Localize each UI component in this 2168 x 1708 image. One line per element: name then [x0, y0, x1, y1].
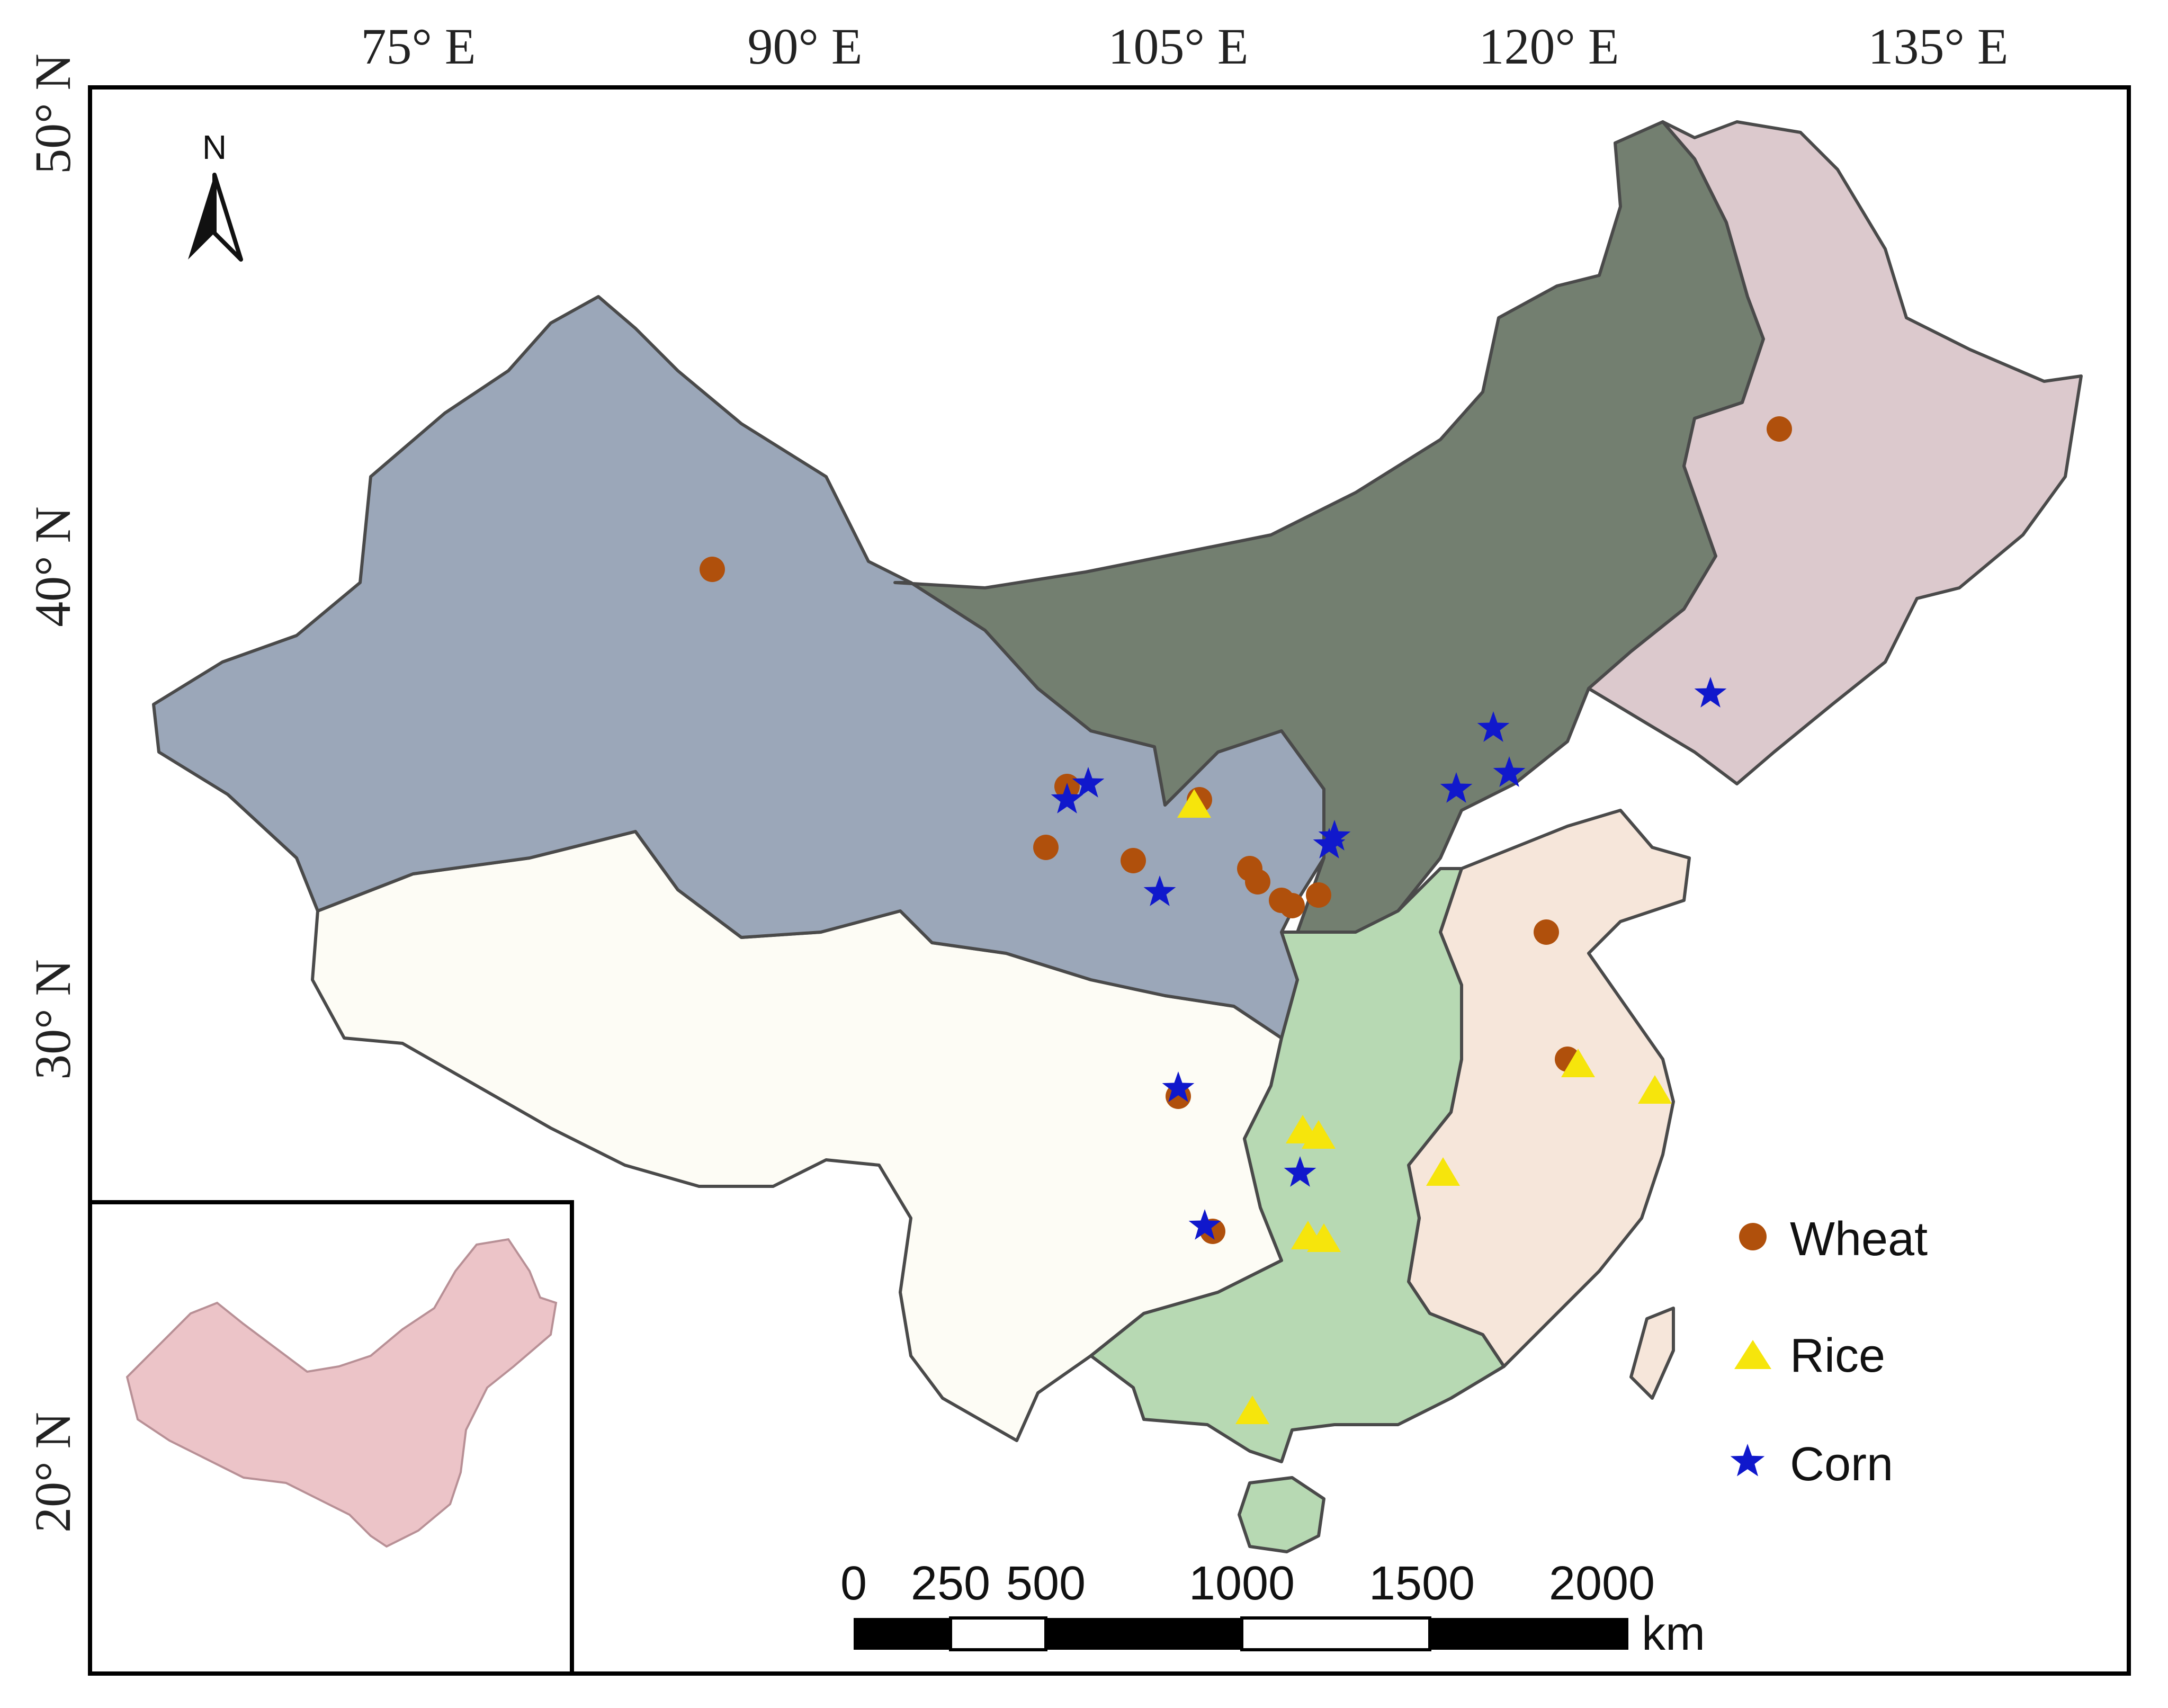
legend-wheat-label: Wheat: [1790, 1213, 1928, 1266]
north-arrow-label: N: [202, 128, 227, 166]
corn-site-marker: [1694, 677, 1727, 708]
wheat-site-marker: [1767, 416, 1792, 442]
scale-segment-1: [854, 1618, 951, 1650]
corn-site-marker: [1284, 1156, 1316, 1187]
rice-sites: [1177, 789, 1672, 1424]
lat-label-40n: 40° N: [24, 506, 81, 627]
north-arrow-icon: N: [188, 128, 243, 262]
legend-wheat-marker: [1739, 1223, 1767, 1250]
lon-label-90e: 90° E: [747, 18, 862, 75]
rice-site-marker: [1307, 1223, 1341, 1252]
lon-label-135e: 135° E: [1868, 18, 2008, 75]
wheat-site-marker: [1534, 919, 1559, 945]
corn-site-marker: [1051, 783, 1083, 813]
region-hainan: [1238, 1476, 1325, 1553]
wheat-site-marker: [1033, 835, 1059, 860]
wheat-site-marker: [1121, 848, 1146, 873]
longitude-labels: 75° E 90° E 105° E 120° E 135° E: [361, 18, 2008, 75]
rice-site-marker: [1638, 1075, 1672, 1104]
wheat-site-marker: [1306, 882, 1331, 908]
lat-label-30n: 30° N: [24, 959, 81, 1080]
wheat-site-marker: [1279, 893, 1305, 918]
rice-site-marker: [1235, 1396, 1269, 1424]
corn-site-marker: [1072, 767, 1105, 798]
lat-label-50n: 50° N: [24, 53, 81, 174]
wheat-site-marker: [700, 557, 725, 582]
corn-site-marker: [1143, 875, 1176, 906]
scale-tick-2000: 2000: [1549, 1557, 1655, 1610]
rice-site-marker: [1426, 1157, 1460, 1186]
inset-map: [88, 1200, 574, 1676]
lon-label-105e: 105° E: [1108, 18, 1248, 75]
legend-corn-marker: [1730, 1444, 1765, 1477]
lon-label-120e: 120° E: [1479, 18, 1619, 75]
scale-tick-1500: 1500: [1369, 1557, 1475, 1610]
corn-site-marker: [1162, 1071, 1195, 1102]
scale-tick-1000: 1000: [1189, 1557, 1295, 1610]
scale-tick-500: 500: [1006, 1557, 1086, 1610]
legend-rice-marker: [1734, 1340, 1771, 1369]
lon-label-75e: 75° E: [361, 18, 476, 75]
scale-segment-3: [1046, 1618, 1242, 1650]
crop-sites: [700, 416, 1792, 1424]
scale-unit: km: [1642, 1607, 1705, 1660]
latitude-labels: 50° N 40° N 30° N 20° N: [24, 53, 81, 1533]
legend: Wheat Rice Corn: [1730, 1213, 1928, 1491]
scale-tick-0: 0: [840, 1557, 867, 1610]
corn-site-marker: [1493, 756, 1526, 787]
corn-site-marker: [1318, 820, 1351, 851]
scale-segment-5: [1430, 1618, 1628, 1650]
scale-bar: 0 250 500 1000 1500 2000 km: [840, 1557, 1705, 1660]
china-regions: [152, 120, 2083, 1553]
inset-china-outline: [126, 1238, 558, 1548]
rice-site-marker: [1302, 1120, 1336, 1149]
region-northeast: [1587, 120, 2083, 785]
region-taiwan: [1629, 1307, 1675, 1400]
rice-site-marker: [1561, 1049, 1595, 1077]
rice-site-marker: [1177, 789, 1211, 818]
corn-site-marker: [1477, 711, 1510, 742]
wheat-site-marker: [1245, 869, 1270, 895]
legend-rice-label: Rice: [1790, 1329, 1885, 1382]
corn-site-marker: [1440, 772, 1473, 803]
lat-label-20n: 20° N: [24, 1412, 81, 1533]
legend-corn-label: Corn: [1790, 1438, 1893, 1491]
corn-sites: [1051, 677, 1727, 1240]
wheat-sites: [700, 416, 1792, 1244]
corn-site-marker: [1188, 1209, 1221, 1240]
scale-segment-2: [949, 1616, 1047, 1651]
scale-segment-4: [1240, 1616, 1431, 1651]
scale-tick-250: 250: [911, 1557, 990, 1610]
